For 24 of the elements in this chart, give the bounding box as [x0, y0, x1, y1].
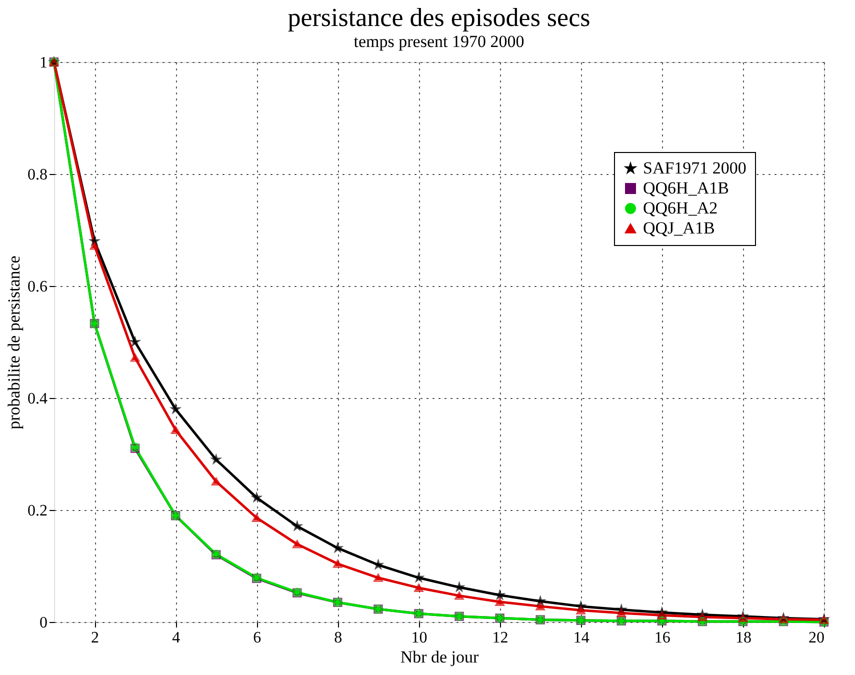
x-tick-label: 12 — [492, 630, 508, 646]
chart-title: persistance des episodes secs — [288, 3, 590, 32]
y-tick-label: 0 — [40, 614, 48, 632]
y-tick-label: 0.6 — [28, 278, 48, 296]
x-tick-label: 2 — [91, 630, 100, 646]
legend-label: SAF1971 2000 — [643, 158, 746, 178]
y-tick-label: 1 — [40, 54, 48, 72]
legend-label: QQJ_A1B — [643, 218, 715, 238]
x-tick-label: 16 — [654, 630, 670, 646]
x-axis-title: Nbr de jour — [400, 648, 480, 666]
y-tick-label: 0.8 — [28, 166, 48, 184]
x-tick-label: 4 — [172, 630, 180, 646]
x-tick-label: 14 — [573, 630, 590, 646]
y-tick-label: 0.2 — [28, 502, 48, 520]
x-tick-label: 6 — [253, 630, 262, 646]
x-tick-label: 20 — [808, 630, 824, 646]
y-tick-label: 0.4 — [28, 390, 48, 408]
legend-label: QQ6H_A2 — [643, 198, 718, 218]
chart-subtitle: temps present 1970 2000 — [354, 32, 524, 51]
x-tick-label: 10 — [411, 630, 428, 646]
legend-label: QQ6H_A1B — [643, 178, 729, 198]
y-axis-title: probabilite de persistance — [4, 256, 24, 430]
x-tick-label: 18 — [735, 630, 752, 646]
x-tick-label: 8 — [334, 630, 342, 646]
